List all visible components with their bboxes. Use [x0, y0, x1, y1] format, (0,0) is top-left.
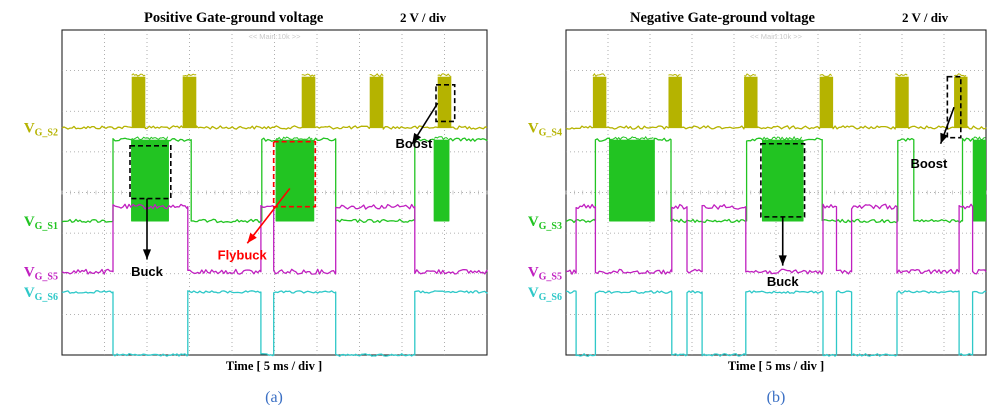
panel-b-title: Negative Gate-ground voltage — [630, 10, 816, 26]
switching-burst — [895, 76, 909, 128]
panel-a-scale: 2 V / div — [400, 10, 447, 25]
annotation-box — [435, 84, 456, 123]
panel-b: Negative Gate-ground voltage 2 V / div <… — [528, 10, 987, 405]
trace-line — [61, 203, 488, 275]
switching-burst — [301, 76, 316, 128]
burst-edge — [131, 136, 169, 141]
annotation-box — [946, 75, 962, 139]
panel-b-label: (b) — [767, 389, 786, 405]
panel-b-scale: 2 V / div — [902, 10, 949, 25]
switching-burst — [276, 139, 314, 221]
trace-label: VG_S2 — [24, 121, 58, 139]
trace-line — [565, 137, 986, 224]
burst-edge — [131, 73, 146, 77]
trace-label: VG_S6 — [24, 285, 58, 303]
switching-burst — [131, 139, 169, 221]
burst-edge — [592, 73, 606, 78]
trace-label: VG_S3 — [528, 214, 562, 232]
switching-burst — [744, 76, 758, 128]
panel-a: Positive Gate-ground voltage 2 V / div <… — [24, 10, 488, 405]
trace-label: VG_S5 — [24, 265, 58, 283]
switching-burst — [434, 139, 449, 221]
burst-edge — [973, 136, 986, 141]
trace-label: VG_S1 — [24, 214, 58, 232]
annotation-label: Buck — [767, 274, 800, 289]
burst-edge — [895, 73, 908, 77]
burst-edge — [276, 136, 313, 141]
switching-burst — [592, 76, 607, 128]
burst-edge — [819, 73, 833, 77]
burst-edge — [743, 73, 757, 77]
switching-burst — [437, 76, 452, 128]
annotation-label: Boost — [395, 136, 433, 151]
panel-b-plot-area: << Main:10k >> VG_S4 VG_S3 VG_S5 VG_S6 Boost B… — [528, 29, 987, 357]
trace-line — [61, 125, 488, 130]
annotation-label: Flybuck — [218, 248, 268, 263]
panel-a-label: (a) — [265, 389, 283, 405]
burst-edge — [762, 135, 803, 141]
trace-line — [565, 290, 987, 357]
annotation-box — [272, 140, 317, 208]
annotation-arrow — [246, 187, 291, 244]
switching-burst — [182, 76, 197, 128]
scope-watermark: << Main:10k >> — [248, 32, 301, 41]
trace-line — [61, 137, 488, 224]
annotation-arrowhead — [778, 255, 787, 266]
burst-edge — [953, 73, 967, 77]
annotation-arrowhead — [142, 249, 152, 260]
panel-a-title: Positive Gate-ground voltage — [144, 10, 324, 26]
switching-burst — [819, 76, 834, 128]
annotation-label: Boost — [910, 156, 948, 171]
trace-label: VG_S4 — [528, 121, 562, 139]
burst-edge — [437, 73, 452, 78]
burst-edge — [369, 73, 384, 78]
burst-edge — [182, 73, 197, 77]
burst-edge — [668, 73, 681, 78]
trace-label: VG_S5 — [528, 265, 562, 283]
trace-line — [565, 125, 987, 130]
trace-line — [61, 290, 488, 357]
switching-burst — [973, 139, 986, 221]
switching-burst — [609, 139, 655, 221]
scope-watermark: << Main:10k >> — [750, 32, 803, 41]
burst-edge — [433, 136, 449, 141]
panel-a-xlabel: Time [ 5 ms / div ] — [226, 359, 322, 373]
annotation-arrowhead — [412, 132, 422, 144]
annotation-arrowhead — [247, 232, 257, 244]
annotation-label: Buck — [131, 264, 164, 279]
trace-line — [565, 203, 987, 275]
switching-burst — [762, 139, 803, 221]
switching-burst — [668, 76, 682, 128]
switching-burst — [954, 76, 968, 128]
trace-label: VG_S6 — [528, 285, 562, 303]
annotation-arrowhead — [940, 132, 948, 144]
burst-edge — [609, 136, 654, 141]
switching-burst — [131, 76, 146, 128]
panel-a-plot-area: << Main:10k >> VG_S2 VG_S1 VG_S5 VG_S6 Boost B… — [24, 29, 488, 357]
switching-burst — [369, 76, 384, 128]
burst-edge — [301, 73, 316, 77]
annotation-box — [129, 144, 172, 200]
panel-b-xlabel: Time [ 5 ms / div ] — [728, 359, 824, 373]
